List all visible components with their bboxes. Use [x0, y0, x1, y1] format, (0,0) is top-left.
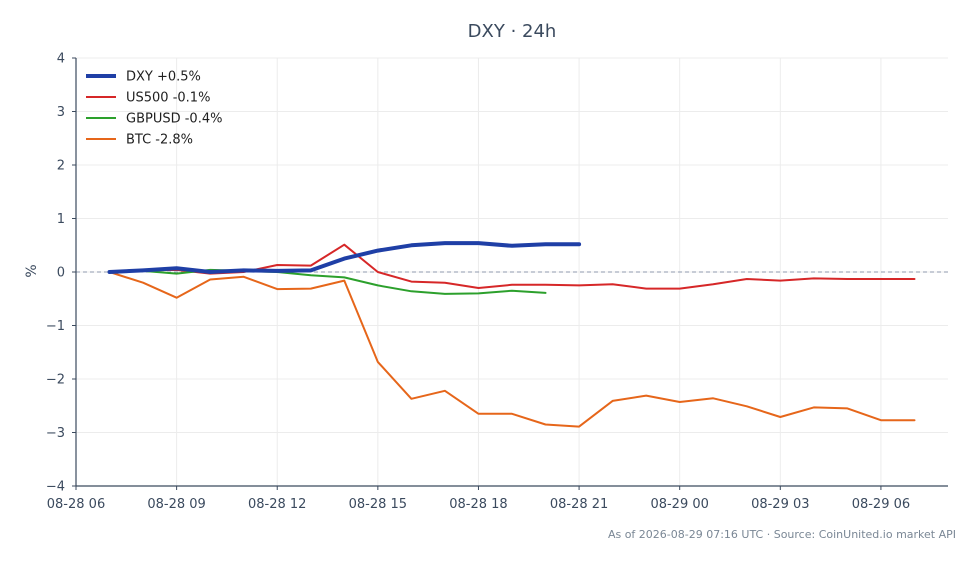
y-tick-label: −1 [46, 319, 65, 334]
y-tick-labels: 4 3 2 1 0 −1 −2 −3 −4 [46, 52, 65, 495]
legend-label: DXY +0.5% [126, 70, 201, 85]
chart-title: DXY · 24h [468, 21, 557, 42]
y-tick-label: 3 [57, 105, 65, 120]
series-line-1 [108, 243, 916, 290]
y-tick-label: 0 [57, 266, 65, 281]
series-lines [107, 241, 916, 428]
legend-label: US500 -0.1% [126, 91, 210, 106]
series-line-0 [107, 241, 582, 274]
x-tick-label: 08-28 18 [449, 497, 507, 512]
y-tick-label: 4 [57, 52, 65, 67]
x-tick-label: 08-29 00 [650, 497, 708, 512]
legend-label: BTC -2.8% [126, 133, 193, 148]
y-tick-label: −2 [46, 373, 65, 388]
y-tick-label: 2 [57, 159, 65, 174]
y-axis-label: % [24, 264, 40, 277]
x-tick-labels: 08-28 06 08-28 09 08-28 12 08-28 15 08-28 18… [47, 497, 910, 512]
x-tick-label: 08-28 12 [248, 497, 306, 512]
y-tick-label: 1 [57, 212, 65, 227]
legend-label: GBPUSD -0.4% [126, 112, 222, 127]
x-tick-label: 08-29 03 [751, 497, 809, 512]
series-line-2 [108, 268, 547, 295]
series-line-3 [108, 271, 916, 428]
x-tick-label: 08-28 06 [47, 497, 105, 512]
footer-source: As of 2026-08-29 07:16 UTC · Source: Coi… [608, 528, 956, 541]
x-tick-label: 08-28 09 [147, 497, 205, 512]
legend: DXY +0.5% US500 -0.1% GBPUSD -0.4% BTC -2.8… [86, 70, 222, 148]
x-tick-label: 08-29 06 [852, 497, 910, 512]
axes [72, 57, 948, 490]
y-tick-label: −3 [46, 426, 65, 441]
x-tick-label: 08-28 21 [550, 497, 608, 512]
x-tick-label: 08-28 15 [349, 497, 407, 512]
y-tick-label: −4 [46, 480, 65, 495]
